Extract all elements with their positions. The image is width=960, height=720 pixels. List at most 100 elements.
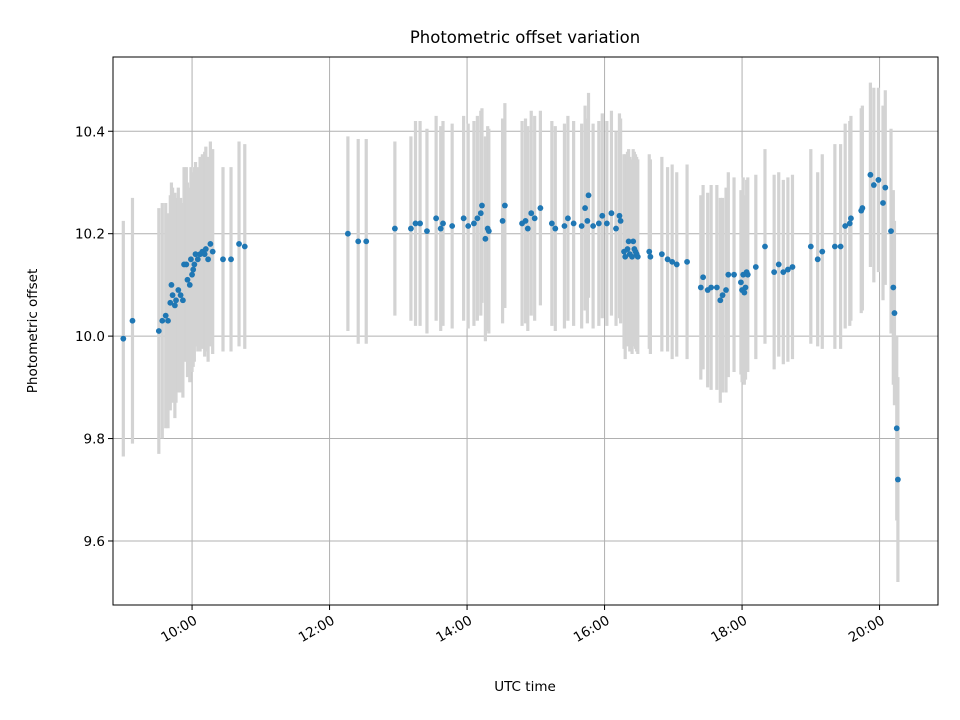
data-point (723, 287, 729, 293)
data-point (819, 248, 826, 255)
data-point (744, 271, 751, 278)
data-point (201, 251, 208, 258)
data-point (584, 217, 591, 224)
x-tick-label: 20:00 (846, 613, 888, 646)
data-point (731, 271, 737, 278)
data-point (437, 225, 444, 232)
data-point (890, 284, 897, 291)
data-point (713, 284, 720, 291)
x-tick-label: 14:00 (433, 613, 475, 646)
data-point (742, 284, 749, 291)
data-point (894, 476, 901, 483)
data-point (482, 235, 489, 242)
data-point (228, 256, 234, 263)
data-point (165, 317, 171, 324)
data-point (412, 220, 419, 227)
data-point (624, 246, 631, 252)
data-point (814, 256, 821, 263)
data-point (780, 269, 787, 276)
data-point (241, 243, 248, 250)
chart-title: Photometric offset variation (410, 28, 640, 47)
data-point (700, 274, 707, 281)
data-point (155, 328, 162, 334)
data-point (570, 220, 577, 227)
y-axis-label: Photometric offset (25, 269, 41, 393)
data-point (842, 223, 849, 229)
data-point (771, 269, 778, 276)
data-point (719, 292, 726, 299)
data-point (191, 261, 198, 268)
data-point (175, 287, 182, 293)
data-point (564, 215, 571, 222)
data-point (616, 212, 623, 219)
data-point (882, 184, 889, 191)
data-point (870, 182, 877, 188)
data-point (169, 292, 176, 299)
y-tick-label: 10.2 (75, 227, 105, 243)
data-point (630, 238, 637, 245)
data-point (177, 292, 184, 299)
data-point (168, 282, 175, 288)
data-point (646, 248, 653, 255)
data-point (738, 279, 744, 286)
data-point (159, 317, 166, 324)
data-point (846, 220, 853, 227)
data-point (831, 243, 838, 250)
data-point (522, 217, 529, 224)
data-point (236, 241, 242, 247)
data-point (658, 251, 665, 258)
data-point (684, 258, 690, 265)
data-point (186, 282, 193, 288)
data-point (485, 228, 492, 235)
data-point (891, 310, 898, 316)
data-point (355, 238, 362, 245)
data-point (479, 202, 485, 209)
data-point (608, 210, 615, 217)
data-point (548, 220, 555, 227)
data-point (531, 215, 538, 222)
data-point (391, 225, 398, 232)
data-point (664, 256, 671, 263)
data-point (408, 225, 414, 232)
data-point (344, 230, 351, 237)
data-point (209, 248, 216, 255)
data-point (807, 243, 814, 250)
data-point (167, 299, 174, 306)
error-bars (121, 82, 900, 582)
data-point (194, 256, 201, 263)
data-point (848, 215, 854, 222)
data-point (524, 225, 531, 232)
data-point (205, 256, 212, 263)
data-point (789, 264, 796, 270)
data-point (183, 261, 190, 268)
data-point (207, 241, 214, 247)
data-point (599, 212, 606, 219)
data-point (578, 223, 585, 229)
data-point (752, 264, 759, 270)
data-point (179, 297, 186, 304)
data-point (440, 220, 446, 227)
data-point (629, 253, 635, 260)
data-point (784, 266, 791, 273)
data-point (129, 317, 136, 324)
data-point (582, 205, 588, 211)
data-point (424, 228, 430, 235)
data-point (725, 271, 732, 278)
data-point (552, 225, 559, 232)
x-tick-label: 16:00 (571, 613, 613, 646)
data-point (499, 217, 506, 224)
data-point (120, 335, 127, 342)
data-point (859, 205, 866, 211)
data-point (762, 243, 768, 250)
data-point (697, 284, 704, 291)
data-point (875, 177, 882, 183)
x-axis-label: UTC time (494, 679, 556, 695)
data-point (613, 225, 619, 232)
y-tick-label: 10.4 (75, 124, 105, 140)
data-point (501, 202, 508, 209)
data-point (837, 243, 844, 250)
data-point (173, 297, 179, 304)
x-tick-label: 12:00 (296, 613, 338, 646)
data-point (190, 266, 197, 273)
data-point (622, 253, 629, 260)
